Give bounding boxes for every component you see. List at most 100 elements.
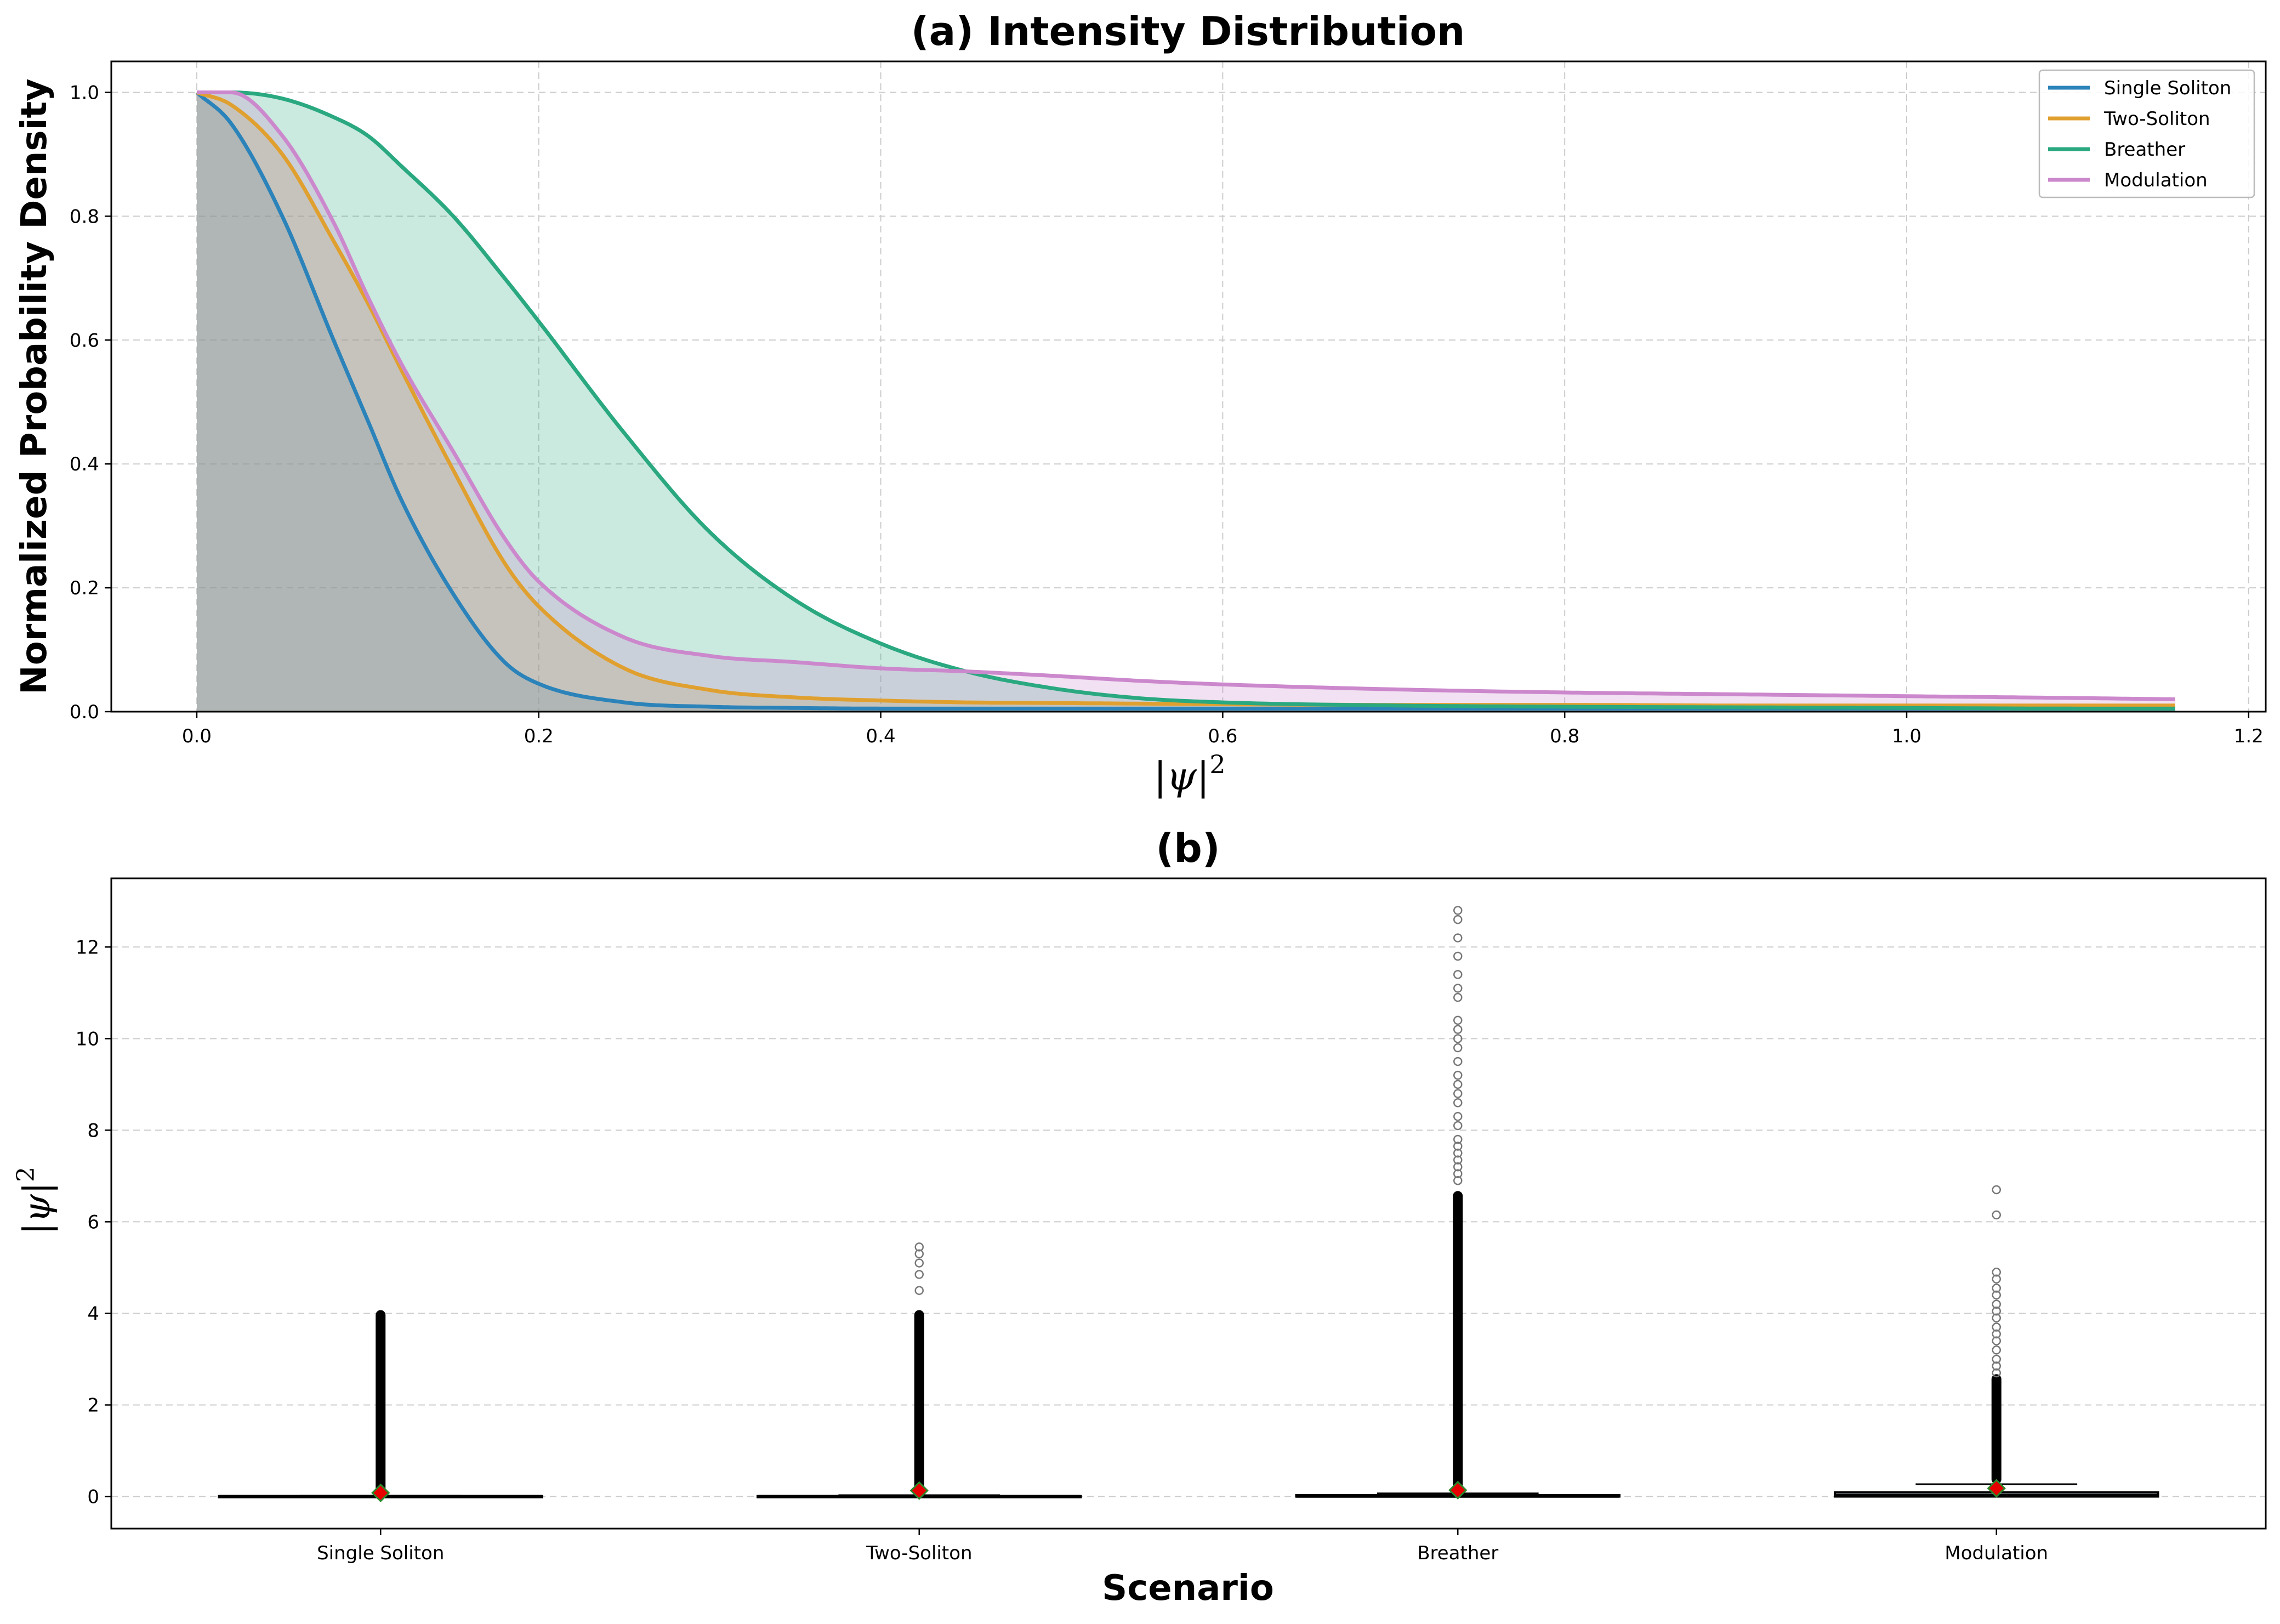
flier-column bbox=[1991, 1374, 2002, 1484]
flier-point bbox=[1453, 1121, 1463, 1131]
panel-b-x-tick-label: Breather bbox=[1417, 1542, 1498, 1564]
flier-point bbox=[1453, 1134, 1463, 1144]
flier-point bbox=[1453, 1043, 1463, 1053]
mean-marker bbox=[371, 1483, 390, 1502]
flier-point bbox=[1453, 1142, 1463, 1151]
flier-point bbox=[1453, 992, 1463, 1002]
flier-point bbox=[1453, 1070, 1463, 1080]
flier-point bbox=[1992, 1274, 2001, 1284]
panel-b-x-tick-label: Two-Soliton bbox=[866, 1542, 973, 1564]
legend-label-2: Breather bbox=[2104, 139, 2185, 161]
flier-point bbox=[1992, 1313, 2001, 1323]
series-fill-3 bbox=[197, 92, 2175, 712]
panel-a-frame bbox=[110, 60, 2267, 713]
mean-marker bbox=[1987, 1479, 2006, 1498]
flier-point bbox=[1453, 1080, 1463, 1089]
panel-b-boxplot: (b) Single Soliton Two-Soliton Breather Mod… bbox=[12, 825, 2267, 1609]
flier-point bbox=[914, 1286, 924, 1295]
flier-point bbox=[1992, 1299, 2001, 1309]
flier-point bbox=[1453, 1148, 1463, 1158]
box-3 bbox=[1834, 1185, 2159, 1498]
panel-a-x-tick-label: 0.6 bbox=[1208, 725, 1237, 747]
series-fill-1 bbox=[197, 92, 2175, 712]
panel-b-x-tick-label: Modulation bbox=[1944, 1542, 2048, 1564]
flier-point bbox=[914, 1242, 924, 1252]
series-line-3 bbox=[196, 90, 2175, 701]
flier-point bbox=[1992, 1284, 2001, 1293]
panel-a-fills bbox=[197, 92, 2175, 712]
box-2 bbox=[1295, 906, 1621, 1500]
flier-point bbox=[1453, 1176, 1463, 1185]
series-fill-2 bbox=[197, 92, 2175, 712]
panel-b-y-tick-label: 10 bbox=[76, 1028, 99, 1050]
flier-column bbox=[376, 1310, 386, 1496]
panel-a-x-tick-label: 1.2 bbox=[2234, 725, 2264, 747]
flier-point bbox=[1453, 984, 1463, 993]
legend-box bbox=[2038, 69, 2255, 198]
flier-point bbox=[1992, 1361, 2001, 1371]
panel-a-x-tick-label: 0.2 bbox=[524, 725, 554, 747]
panel-a-title: (a) Intensity Distribution bbox=[911, 8, 1465, 54]
panel-a-x-tick-label: 0.8 bbox=[1550, 725, 1579, 747]
flier-point bbox=[1453, 1112, 1463, 1121]
flier-point bbox=[1453, 951, 1463, 961]
panel-b-x-tick-label: Single Soliton bbox=[317, 1542, 444, 1564]
flier-point bbox=[1453, 1089, 1463, 1098]
flier-point bbox=[1453, 906, 1463, 915]
panel-b-y-tick-label: 6 bbox=[87, 1211, 99, 1233]
panel-a-y-tick-label: 1.0 bbox=[70, 82, 99, 104]
flier-point bbox=[1453, 970, 1463, 979]
flier-point bbox=[1453, 1015, 1463, 1025]
panel-b-y-ticks: 0 2 4 6 8 10 12 bbox=[76, 936, 111, 1508]
panel-a-y-ticks: 0.0 0.2 0.4 0.6 0.8 1.0 bbox=[70, 82, 111, 723]
mean-marker bbox=[1448, 1480, 1468, 1500]
panel-b-y-tick-label: 8 bbox=[87, 1120, 99, 1142]
series-line-2 bbox=[196, 90, 2175, 711]
flier-point bbox=[1992, 1185, 2001, 1195]
series-fill-0 bbox=[197, 92, 2175, 712]
panel-b-boxes bbox=[218, 906, 2159, 1502]
flier-point bbox=[1453, 1098, 1463, 1108]
panel-b-title: (b) bbox=[1156, 825, 1220, 871]
flier-point bbox=[1992, 1329, 2001, 1339]
legend-label-1: Two-Soliton bbox=[2103, 108, 2210, 130]
panel-b-y-tick-label: 2 bbox=[87, 1394, 99, 1416]
flier-point bbox=[914, 1270, 924, 1279]
panel-a-x-tick-label: 1.0 bbox=[1892, 725, 1921, 747]
flier-point bbox=[1453, 1169, 1463, 1178]
flier-point bbox=[1992, 1290, 2001, 1300]
legend-label-3: Modulation bbox=[2104, 169, 2208, 191]
flier-point bbox=[1453, 1025, 1463, 1034]
flier-column bbox=[914, 1310, 924, 1496]
flier-point bbox=[1992, 1354, 2001, 1364]
flier-point bbox=[1453, 1162, 1463, 1172]
flier-point bbox=[1992, 1368, 2001, 1378]
panel-a-x-tick-label: 0.4 bbox=[866, 725, 896, 747]
legend-label-0: Single Soliton bbox=[2104, 77, 2231, 99]
flier-point bbox=[914, 1249, 924, 1259]
panel-a-y-tick-label: 0.2 bbox=[70, 577, 99, 599]
panel-a-x-ticks: 0.0 0.2 0.4 0.6 0.8 1.0 1.2 bbox=[182, 712, 2264, 747]
flier-point bbox=[1992, 1322, 2001, 1332]
flier-point bbox=[1453, 1034, 1463, 1043]
panel-a-x-tick-label: 0.0 bbox=[182, 725, 212, 747]
panel-a-y-axis-label: Normalized Probability Density bbox=[14, 78, 55, 695]
panel-b-y-axis-label: |ψ|2 bbox=[12, 1167, 58, 1235]
panel-b-y-tick-label: 0 bbox=[87, 1486, 99, 1508]
panel-a-y-tick-label: 0.0 bbox=[70, 701, 99, 723]
flier-point bbox=[1453, 1155, 1463, 1165]
panel-b-frame bbox=[110, 877, 2267, 1530]
flier-point bbox=[1453, 1057, 1463, 1066]
panel-a-lines bbox=[195, 90, 2175, 711]
flier-column bbox=[1453, 1191, 1463, 1494]
flier-point bbox=[1992, 1307, 2001, 1316]
panel-b-grid bbox=[111, 946, 2266, 1497]
panel-b-x-ticks: Single Soliton Two-Soliton Breather Modulat… bbox=[317, 1529, 2048, 1564]
flier-point bbox=[914, 1258, 924, 1268]
flier-point bbox=[1992, 1268, 2001, 1277]
mean-marker bbox=[909, 1481, 929, 1500]
panel-a-y-tick-label: 0.6 bbox=[70, 330, 99, 351]
panel-b-x-axis-label: Scenario bbox=[1102, 1568, 1274, 1609]
panel-b-y-tick-label: 4 bbox=[87, 1303, 99, 1325]
